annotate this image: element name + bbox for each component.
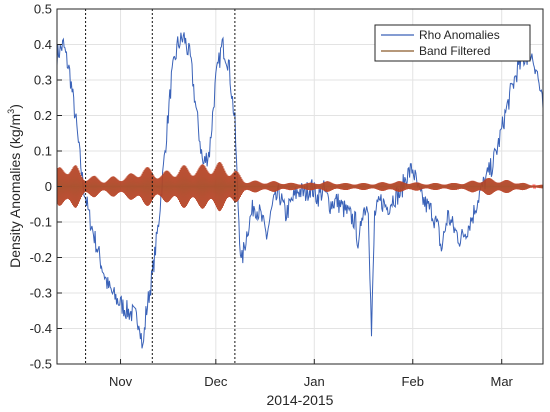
legend-box xyxy=(374,24,531,62)
y-tick-label: -0.3 xyxy=(30,286,52,301)
y-axis-label: Density Anomalies (kg/m3) xyxy=(6,104,23,268)
y-tick-label: -0.4 xyxy=(30,321,52,336)
legend-label-band: Band Filtered xyxy=(419,44,490,58)
y-axis-label-main: Density Anomalies (kg/m xyxy=(7,114,23,268)
y-axis-label-sup: 3 xyxy=(6,109,16,114)
y-tick-label: 0.2 xyxy=(34,108,52,123)
x-tick-label: Nov xyxy=(109,374,133,389)
x-tick-label: Mar xyxy=(491,374,514,389)
legend: Rho Anomalies Band Filtered xyxy=(374,24,531,62)
legend-label-rho: Rho Anomalies xyxy=(419,28,500,42)
y-tick-label: -0.2 xyxy=(30,250,52,265)
vertical-markers xyxy=(85,9,236,364)
y-tick-label: -0.5 xyxy=(30,357,52,372)
y-ticks: 0.5 0.4 0.3 0.2 0.1 0 -0.1 -0.2 -0.3 -0.4 -0.5 xyxy=(30,2,62,372)
plot-series xyxy=(56,32,544,349)
y-tick-label: 0.5 xyxy=(34,2,52,17)
x-tick-label: Dec xyxy=(204,374,228,389)
series-line-band-filtered xyxy=(56,161,544,212)
x-tick-label: Feb xyxy=(402,374,424,389)
y-tick-label: 0.4 xyxy=(34,37,52,52)
x-ticks: Nov Dec Jan Feb Mar xyxy=(109,359,514,389)
series-line-rho-anomalies xyxy=(56,32,544,349)
y-tick-label: 0 xyxy=(45,179,52,194)
y-tick-label: 0.3 xyxy=(34,73,52,88)
y-tick-label: -0.1 xyxy=(30,215,52,230)
x-axis-label: 2014-2015 xyxy=(267,392,334,408)
y-tick-label: 0.1 xyxy=(34,144,52,159)
x-tick-label: Jan xyxy=(304,374,325,389)
y-axis-label-close: ) xyxy=(7,104,23,109)
